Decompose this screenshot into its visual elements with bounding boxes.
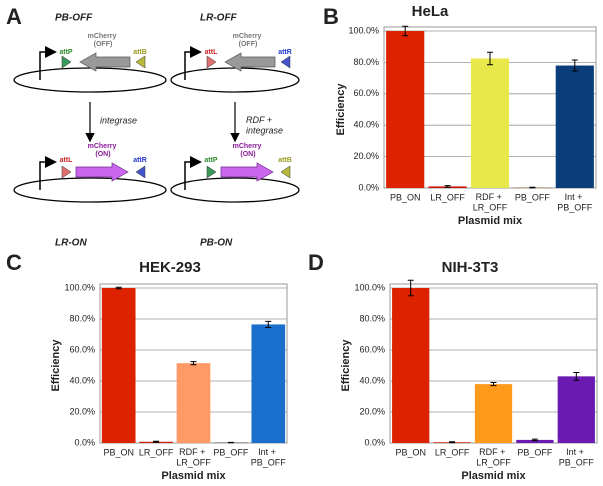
y-tick-label: 20.0% bbox=[353, 151, 379, 161]
site-label: attR bbox=[278, 49, 292, 56]
y-tick-label: 20.0% bbox=[359, 406, 385, 416]
chart-title: NIH-3T3 bbox=[442, 259, 499, 276]
y-tick-label: 40.0% bbox=[359, 375, 385, 385]
error-bar bbox=[449, 441, 456, 444]
x-tick-label: PB_ON bbox=[390, 192, 421, 202]
y-tick-label: 100.0% bbox=[354, 282, 385, 292]
construct-label: LR-OFF bbox=[200, 13, 238, 24]
site-label: attL bbox=[205, 49, 219, 56]
y-axis-label: Efficiency bbox=[50, 339, 62, 392]
gene-label: mCherry (OFF) bbox=[233, 33, 264, 48]
site-label: attL bbox=[60, 157, 74, 164]
x-axis-label: Plasmid mix bbox=[458, 215, 523, 227]
error-bar bbox=[487, 51, 493, 66]
y-tick-label: 40.0% bbox=[353, 120, 379, 130]
error-bar bbox=[490, 382, 497, 387]
x-tick-label: Int + PB_OFF bbox=[251, 447, 287, 467]
x-tick-label: LR_OFF bbox=[435, 447, 470, 457]
site-label: attB bbox=[133, 49, 147, 56]
gene-label: mCherry (ON) bbox=[233, 143, 264, 158]
x-tick-label: LR_OFF bbox=[430, 192, 465, 202]
y-tick-label: 80.0% bbox=[359, 313, 385, 323]
x-tick-label: RDF + LR_OFF bbox=[176, 447, 211, 467]
error-bar bbox=[190, 361, 197, 366]
chart-title: HEK-293 bbox=[139, 259, 201, 276]
x-tick-label: Int + PB_OFF bbox=[559, 447, 595, 467]
y-tick-label: 20.0% bbox=[69, 406, 95, 416]
x-tick-label: PB_ON bbox=[103, 447, 134, 457]
step-label: integrase bbox=[100, 115, 137, 125]
x-axis-label: Plasmid mix bbox=[461, 470, 526, 482]
step-label: RDF + integrase bbox=[246, 115, 283, 135]
bar bbox=[474, 384, 513, 443]
y-axis-label: Efficiency bbox=[340, 339, 352, 392]
error-bar bbox=[571, 59, 578, 72]
diagram: PB-OFF mCherry (OFF) attP attB integrase… bbox=[13, 13, 300, 249]
y-tick-label: 60.0% bbox=[69, 344, 95, 354]
y-axis-label: Efficiency bbox=[335, 83, 347, 136]
site-label: attB bbox=[278, 157, 292, 164]
error-bar bbox=[407, 279, 414, 297]
y-tick-label: 80.0% bbox=[69, 313, 95, 323]
error-bar bbox=[531, 438, 538, 442]
x-tick-label: PB_ON bbox=[395, 447, 426, 457]
panel-letter: B bbox=[323, 4, 339, 29]
y-tick-label: 40.0% bbox=[69, 375, 95, 385]
bar bbox=[516, 439, 554, 443]
error-bar bbox=[402, 25, 409, 37]
error-bar bbox=[265, 320, 272, 329]
site-label: attP bbox=[204, 157, 218, 164]
y-tick-label: 60.0% bbox=[353, 88, 379, 98]
site-label: attR bbox=[133, 157, 147, 164]
chart-title: HeLa bbox=[412, 3, 449, 20]
gene-label: mCherry (OFF) bbox=[88, 33, 119, 48]
x-axis-label: Plasmid mix bbox=[161, 470, 226, 482]
bar bbox=[176, 363, 211, 443]
x-tick-label: Int + PB_OFF bbox=[557, 192, 593, 212]
x-tick-label: PB_OFF bbox=[515, 192, 551, 202]
error-bar bbox=[115, 286, 122, 290]
x-tick-label: RDF + LR_OFF bbox=[476, 447, 511, 467]
x-tick-label: PB_OFF bbox=[517, 447, 553, 457]
construct-label: LR-ON bbox=[55, 238, 87, 249]
gene-label: mCherry (ON) bbox=[88, 143, 119, 158]
x-tick-label: RDF + LR_OFF bbox=[473, 192, 508, 212]
panel-letter: C bbox=[6, 250, 22, 275]
error-bar bbox=[573, 371, 580, 381]
x-tick-label: PB_OFF bbox=[213, 447, 249, 457]
construct-label: PB-OFF bbox=[55, 13, 93, 24]
bar bbox=[386, 31, 425, 188]
y-tick-label: 0.0% bbox=[364, 437, 385, 447]
site-label: attP bbox=[59, 49, 73, 56]
y-tick-label: 0.0% bbox=[358, 182, 379, 192]
bar bbox=[392, 288, 430, 443]
bar bbox=[470, 58, 510, 188]
y-tick-label: 100.0% bbox=[64, 282, 95, 292]
y-tick-label: 100.0% bbox=[348, 25, 379, 35]
error-bar bbox=[153, 440, 160, 443]
y-tick-label: 80.0% bbox=[353, 57, 379, 67]
panel-letter: A bbox=[6, 4, 22, 29]
y-tick-label: 0.0% bbox=[74, 437, 95, 447]
bar bbox=[555, 65, 594, 188]
panel-letter: D bbox=[308, 250, 324, 275]
y-tick-label: 60.0% bbox=[359, 344, 385, 354]
bar bbox=[557, 376, 595, 443]
x-tick-label: LR_OFF bbox=[139, 447, 174, 457]
error-bar bbox=[529, 186, 536, 189]
error-bar bbox=[444, 185, 451, 188]
construct-label: PB-ON bbox=[200, 238, 233, 249]
bar bbox=[251, 324, 286, 443]
bar bbox=[101, 288, 136, 443]
